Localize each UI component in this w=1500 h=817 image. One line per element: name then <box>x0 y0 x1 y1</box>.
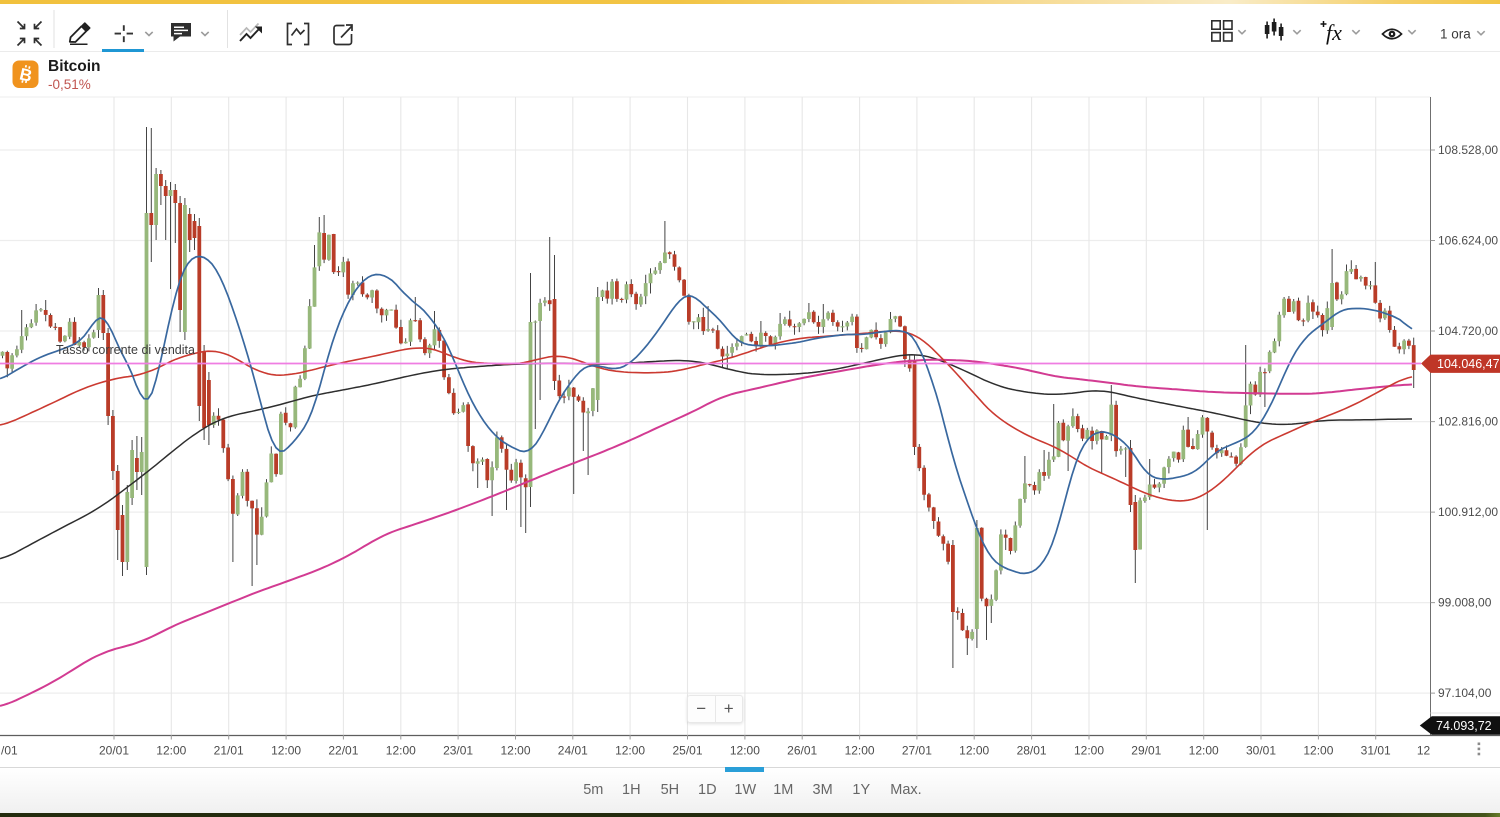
svg-text:30/01: 30/01 <box>1246 744 1276 758</box>
svg-text:12:00: 12:00 <box>1189 744 1219 758</box>
svg-text:12:00: 12:00 <box>730 744 760 758</box>
svg-text:22/01: 22/01 <box>328 744 358 758</box>
svg-text:31/01: 31/01 <box>1361 744 1391 758</box>
svg-text:74.093,72: 74.093,72 <box>1436 719 1492 733</box>
svg-text:12:00: 12:00 <box>500 744 530 758</box>
svg-text:102.816,00: 102.816,00 <box>1438 415 1498 429</box>
svg-text:24/01: 24/01 <box>558 744 588 758</box>
svg-text:12:00: 12:00 <box>1303 744 1333 758</box>
svg-text:12:00: 12:00 <box>959 744 989 758</box>
svg-text:26/01: 26/01 <box>787 744 817 758</box>
svg-text:/01: /01 <box>1 744 18 758</box>
svg-text:1 ora: 1 ora <box>1440 27 1471 42</box>
svg-text:12:00: 12:00 <box>386 744 416 758</box>
svg-text:12:00: 12:00 <box>845 744 875 758</box>
svg-text:27/01: 27/01 <box>902 744 932 758</box>
svg-text:12:00: 12:00 <box>1074 744 1104 758</box>
svg-text:fx: fx <box>1326 20 1342 45</box>
svg-text:99.008,00: 99.008,00 <box>1438 596 1492 610</box>
svg-text:Tasso corrente di vendita: Tasso corrente di vendita <box>56 343 195 357</box>
svg-text:97.104,00: 97.104,00 <box>1438 686 1492 700</box>
svg-text:12:00: 12:00 <box>156 744 186 758</box>
svg-text:20/01: 20/01 <box>99 744 129 758</box>
svg-text:12:00: 12:00 <box>271 744 301 758</box>
svg-text:29/01: 29/01 <box>1131 744 1161 758</box>
svg-text:25/01: 25/01 <box>672 744 702 758</box>
svg-text:23/01: 23/01 <box>443 744 473 758</box>
svg-text:106.624,00: 106.624,00 <box>1438 234 1498 248</box>
svg-text:21/01: 21/01 <box>214 744 244 758</box>
svg-text:100.912,00: 100.912,00 <box>1438 505 1498 519</box>
svg-text:28/01: 28/01 <box>1017 744 1047 758</box>
svg-text:104.046,47: 104.046,47 <box>1437 357 1500 371</box>
svg-text:104.720,00: 104.720,00 <box>1438 324 1498 338</box>
svg-text:12: 12 <box>1417 744 1431 758</box>
svg-text:108.528,00: 108.528,00 <box>1438 143 1498 157</box>
svg-text:12:00: 12:00 <box>615 744 645 758</box>
